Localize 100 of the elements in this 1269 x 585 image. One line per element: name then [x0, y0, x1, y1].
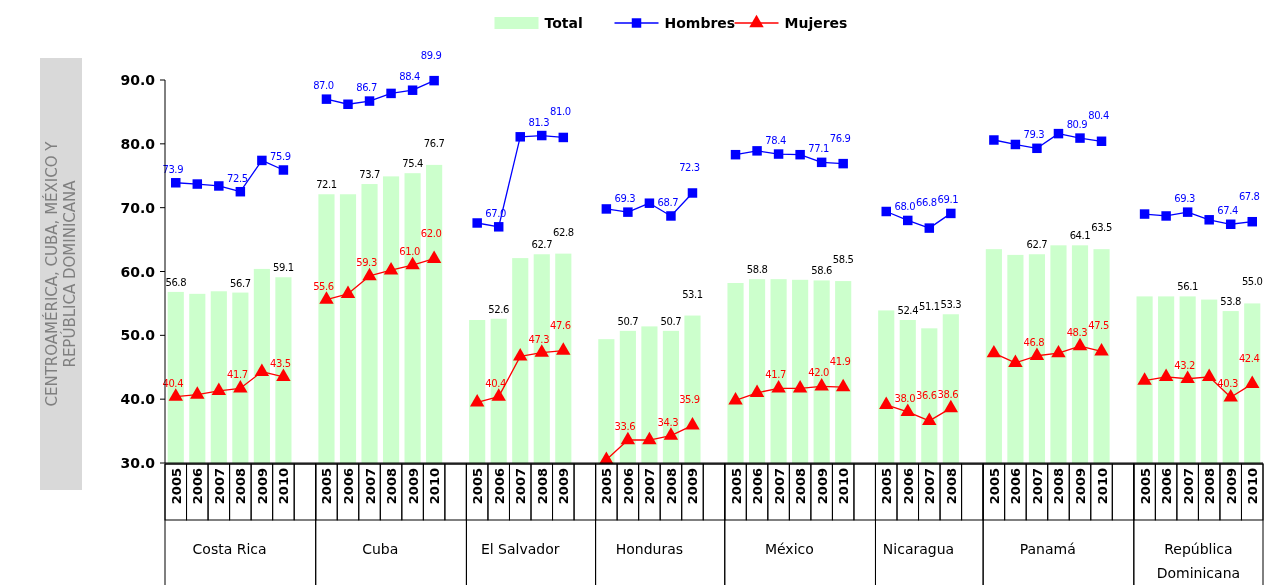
x-tick-label: 2008 [943, 468, 959, 505]
x-tick-label: 2010 [276, 468, 292, 505]
data-label: 63.5 [1091, 222, 1112, 234]
point [1225, 219, 1236, 230]
data-label: 42.4 [1238, 352, 1260, 364]
point [1010, 139, 1021, 150]
point [922, 412, 937, 426]
x-tick-label: 2008 [534, 468, 550, 505]
data-label: 80.4 [1088, 110, 1109, 122]
point [1158, 368, 1174, 381]
point [1094, 342, 1109, 356]
x-tick-label: 2010 [1245, 468, 1261, 505]
y-tick-label: 80.0 [120, 135, 156, 152]
data-label: 75.9 [270, 151, 291, 163]
data-label: 51.1 [918, 301, 940, 313]
text: Honduras [615, 541, 684, 557]
point [211, 382, 227, 396]
legend-label: Mujeres [784, 15, 848, 31]
data-label: 33.6 [614, 421, 636, 433]
data-label: 59.3 [356, 256, 377, 268]
y-tick-label: 40.0 [120, 391, 156, 408]
text: Panamá [1019, 541, 1076, 557]
data-label: 89.9 [420, 49, 442, 61]
point [623, 207, 633, 217]
data-label: 72.5 [227, 172, 248, 184]
data-label: 62.7 [531, 239, 553, 251]
data-label: 61.0 [399, 246, 420, 258]
data-label: 53.1 [682, 288, 703, 300]
text: Nicaragua [882, 541, 955, 557]
data-label: 40.3 [1217, 378, 1239, 390]
data-label: 64.1 [1069, 230, 1091, 242]
data-label: 41.9 [829, 356, 851, 368]
x-tick-label: 2007 [513, 468, 529, 505]
x-tick-label: 2009 [405, 468, 421, 505]
point [257, 155, 267, 166]
point [1180, 370, 1195, 383]
point [558, 132, 569, 143]
data-label: 73.9 [162, 163, 184, 175]
point [1096, 136, 1107, 147]
x-tick-label: 2007 [1180, 468, 1196, 505]
text: México [764, 541, 814, 557]
x-tick-label: 2005 [470, 468, 486, 505]
point [1245, 375, 1260, 389]
point [515, 132, 525, 142]
point [168, 388, 183, 401]
point [362, 267, 377, 281]
text: El Salvador [480, 541, 560, 557]
data-label: 68.0 [894, 201, 916, 213]
data-label: 79.3 [1023, 129, 1045, 141]
point [835, 378, 851, 392]
data-label: 58.5 [832, 254, 854, 266]
point [1201, 368, 1217, 381]
point [1223, 388, 1238, 402]
data-label: 58.6 [811, 265, 833, 277]
data-label: 76.7 [423, 137, 445, 149]
x-tick-label: 2006 [491, 468, 507, 505]
point [924, 223, 935, 233]
x-tick-label: 2005 [599, 468, 615, 505]
y-tick-label: 70.0 [120, 199, 156, 216]
point [881, 206, 891, 217]
data-label: 73.7 [359, 169, 380, 181]
point [943, 399, 959, 413]
point [1075, 133, 1085, 143]
data-label: 72.3 [679, 161, 700, 173]
point [534, 344, 549, 357]
point [192, 179, 203, 189]
y-tick-label: 30.0 [120, 455, 156, 471]
x-tick-label: 2009 [254, 468, 270, 505]
point [685, 417, 700, 430]
point [663, 427, 679, 440]
x-tick-label: 2005 [879, 468, 895, 505]
point [556, 342, 571, 355]
x-tick-label: 2006 [1008, 468, 1024, 505]
data-label: 35.9 [679, 394, 700, 406]
point [644, 198, 655, 208]
data-label: 47.3 [528, 333, 550, 345]
x-tick-label: 2010 [427, 468, 443, 505]
data-label: 41.7 [227, 369, 248, 381]
point [171, 178, 181, 188]
data-label: 52.6 [488, 303, 510, 315]
legend-label: Total [544, 15, 583, 31]
point [235, 186, 246, 197]
data-label: 50.7 [617, 315, 639, 327]
data-label: 56.8 [165, 276, 187, 288]
point [795, 149, 805, 160]
point [1161, 211, 1171, 221]
data-label: 34.3 [657, 416, 679, 428]
point [752, 146, 762, 156]
point [1029, 347, 1045, 360]
x-tick-label: 2006 [1159, 468, 1175, 505]
data-label: 69.1 [937, 194, 959, 206]
x-tick-label: 2008 [1051, 468, 1067, 505]
point [1137, 372, 1152, 385]
data-label: 66.8 [915, 197, 937, 209]
point [989, 135, 999, 145]
point [903, 215, 913, 226]
x-tick-label: 2006 [620, 468, 636, 505]
data-label: 88.4 [399, 71, 420, 83]
point [900, 403, 915, 417]
data-label: 62.0 [420, 227, 442, 239]
